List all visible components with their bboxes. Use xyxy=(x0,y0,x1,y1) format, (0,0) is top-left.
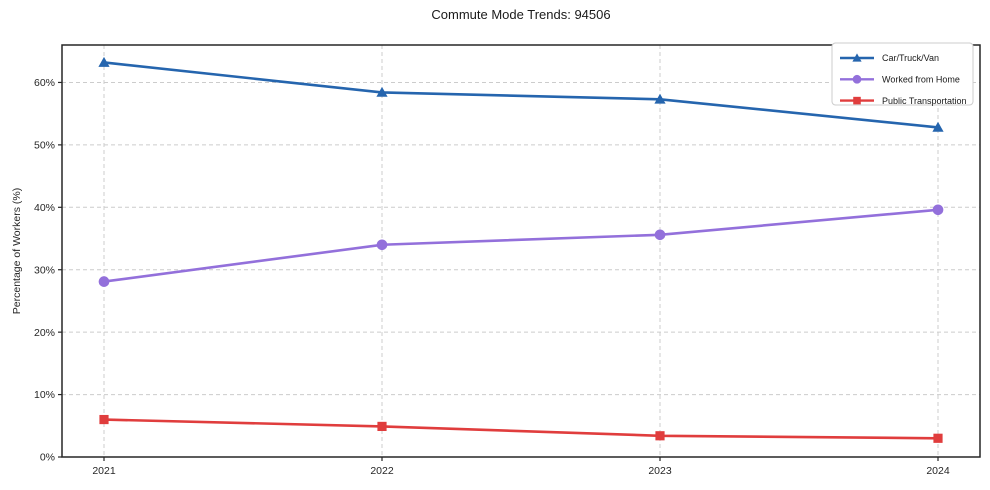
x-tick-label: 2024 xyxy=(926,465,950,477)
square-marker xyxy=(853,96,861,105)
x-tick-label: 2022 xyxy=(370,465,394,477)
circle-marker xyxy=(376,239,388,251)
square-marker xyxy=(655,431,665,441)
square-marker xyxy=(377,421,387,432)
y-tick-label: 40% xyxy=(34,202,55,214)
chart-title: Commute Mode Trends: 94506 xyxy=(431,7,611,22)
triangle-marker xyxy=(932,121,944,132)
circle-marker xyxy=(852,74,862,84)
y-tick-label: 20% xyxy=(34,327,55,339)
circle-marker xyxy=(932,204,944,216)
y-tick-label: 30% xyxy=(34,264,55,276)
circle-marker xyxy=(98,276,110,287)
triangle-marker xyxy=(98,56,110,67)
triangle-marker xyxy=(852,53,862,62)
series-line-car-truck-van xyxy=(102,61,940,129)
circle-marker xyxy=(654,229,666,241)
y-tick-label: 60% xyxy=(34,77,55,89)
square-marker xyxy=(99,414,109,425)
y-axis-label: Percentage of Workers (%) xyxy=(11,187,23,315)
y-tick-label: 50% xyxy=(34,139,55,151)
series-line-public-transportation xyxy=(102,418,940,440)
x-tick-label: 2021 xyxy=(92,465,116,477)
series-line-worked-from-home xyxy=(102,208,940,283)
legend-label: Worked from Home xyxy=(882,75,960,85)
plot-border xyxy=(61,44,981,458)
triangle-marker xyxy=(376,86,388,97)
legend-label: Car/Truck/Van xyxy=(882,53,939,63)
y-tick-label: 10% xyxy=(34,389,55,401)
x-tick-label: 2023 xyxy=(648,465,672,477)
y-tick-label: 0% xyxy=(40,452,55,464)
legend-label: Public Transportation xyxy=(882,96,967,106)
square-marker xyxy=(933,433,943,443)
triangle-marker xyxy=(654,93,666,104)
